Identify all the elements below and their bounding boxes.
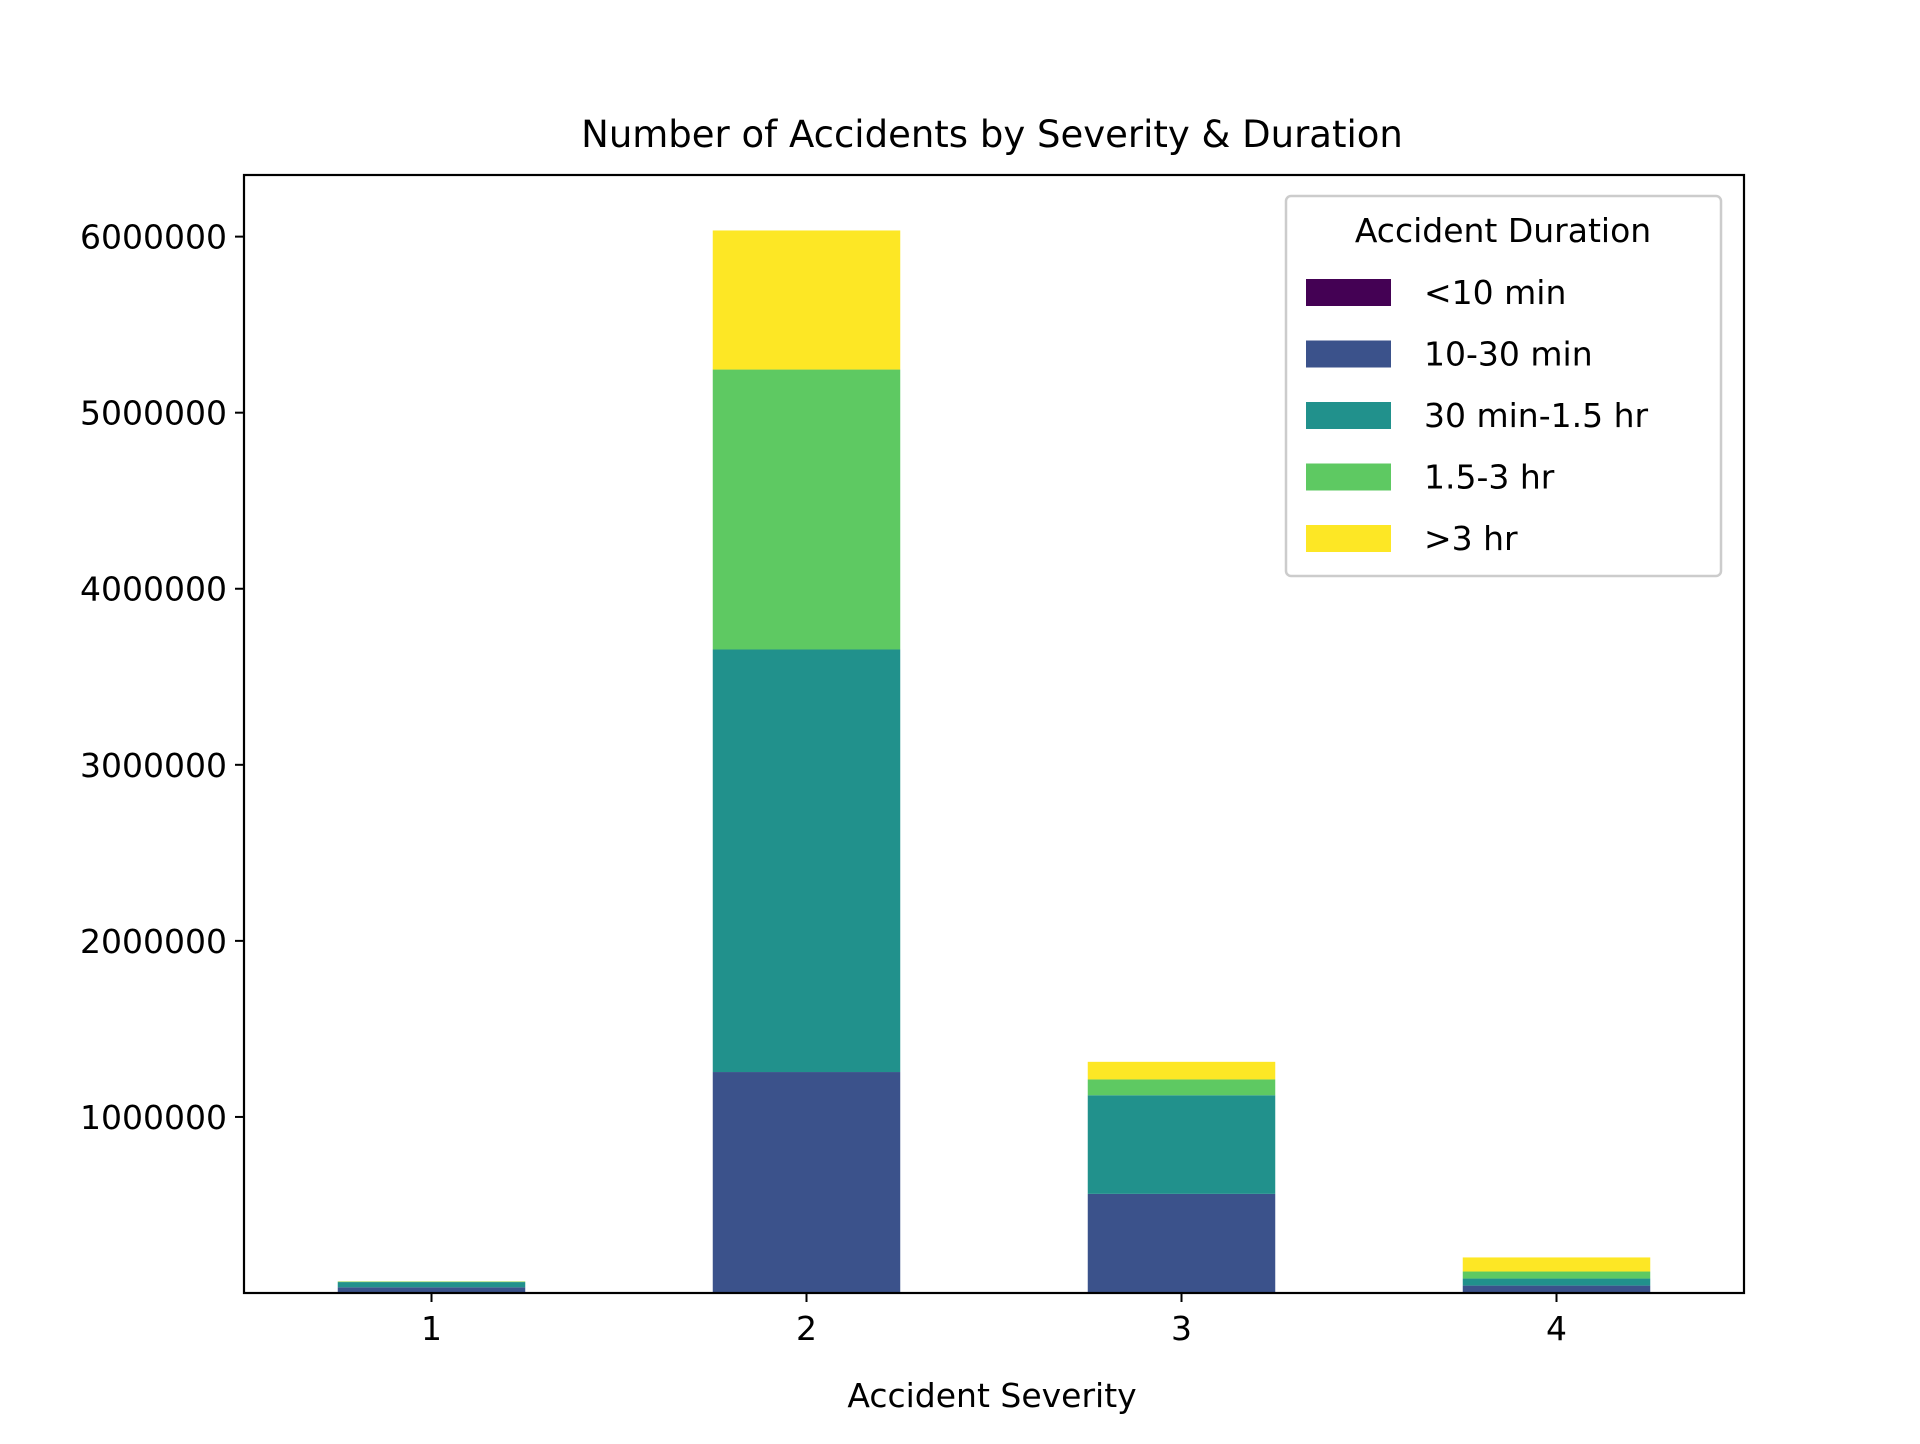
bar-segment-4-2 [1463, 1279, 1651, 1286]
legend-title: Accident Duration [1355, 211, 1651, 250]
legend-label: 10-30 min [1424, 335, 1593, 374]
bar-segment-1-2 [338, 1282, 526, 1287]
bar-segment-4-1 [1463, 1286, 1651, 1293]
bar-segment-3-3 [1088, 1079, 1276, 1095]
legend-label: >3 hr [1424, 519, 1518, 558]
bar-segment-2-4 [713, 230, 901, 369]
chart-title: Number of Accidents by Severity & Durati… [581, 113, 1403, 156]
x-tick-label: 1 [421, 1309, 442, 1348]
bar-segment-2-1 [713, 1072, 901, 1292]
y-tick-label: 1000000 [80, 1098, 227, 1137]
x-axis-label: Accident Severity [847, 1376, 1136, 1415]
bar-segment-1-3 [338, 1282, 526, 1283]
y-tick-label: 6000000 [80, 218, 227, 257]
bar-segment-3-1 [1088, 1194, 1276, 1293]
legend-swatch [1306, 525, 1391, 552]
bar-segment-2-2 [713, 649, 901, 1072]
x-axis: 1 2 3 4 [421, 1293, 1567, 1348]
y-tick-label: 3000000 [80, 746, 227, 785]
bar-segment-4-4 [1463, 1257, 1651, 1271]
legend-label: 30 min-1.5 hr [1424, 396, 1649, 435]
x-tick-label: 2 [796, 1309, 817, 1348]
legend-label: <10 min [1424, 273, 1566, 312]
y-axis: 1000000 2000000 3000000 4000000 5000000 60000… [80, 218, 244, 1137]
bar-segment-4-3 [1463, 1272, 1651, 1279]
legend-swatch [1306, 279, 1391, 306]
bar-segment-2-3 [713, 370, 901, 650]
legend-swatch [1306, 402, 1391, 429]
y-tick-label: 5000000 [80, 394, 227, 433]
bar-segment-1-1 [338, 1287, 526, 1292]
bar-segment-3-2 [1088, 1095, 1276, 1194]
legend-swatch [1306, 464, 1391, 491]
x-tick-label: 3 [1171, 1309, 1192, 1348]
y-tick-label: 2000000 [80, 922, 227, 961]
x-tick-label: 4 [1546, 1309, 1567, 1348]
legend: Accident Duration <10 min 10-30 min 30 min… [1286, 196, 1721, 576]
bar-segment-3-4 [1088, 1062, 1276, 1080]
legend-label: 1.5-3 hr [1424, 458, 1555, 497]
legend-swatch [1306, 341, 1391, 368]
y-tick-label: 4000000 [80, 570, 227, 609]
